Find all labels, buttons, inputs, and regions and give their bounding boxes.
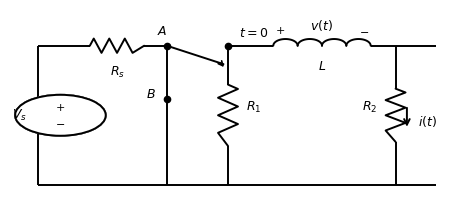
Text: $-$: $-$: [55, 117, 66, 128]
Text: +: +: [56, 103, 65, 113]
Text: $t = 0$: $t = 0$: [239, 27, 268, 40]
Text: $-$: $-$: [55, 118, 66, 128]
Text: $-$: $-$: [358, 26, 368, 36]
Text: $v(t)$: $v(t)$: [310, 18, 333, 33]
Text: +: +: [56, 103, 65, 112]
Text: $R_1$: $R_1$: [246, 99, 261, 115]
Text: $V_s$: $V_s$: [12, 108, 27, 123]
Text: +: +: [275, 26, 284, 36]
Circle shape: [15, 95, 106, 136]
Text: $B$: $B$: [146, 88, 155, 101]
Text: $L$: $L$: [317, 60, 325, 73]
Text: $R_s$: $R_s$: [109, 65, 124, 80]
Text: $i(t)$: $i(t)$: [417, 114, 436, 129]
Text: $R_2$: $R_2$: [361, 99, 377, 115]
Text: $A$: $A$: [157, 25, 167, 38]
